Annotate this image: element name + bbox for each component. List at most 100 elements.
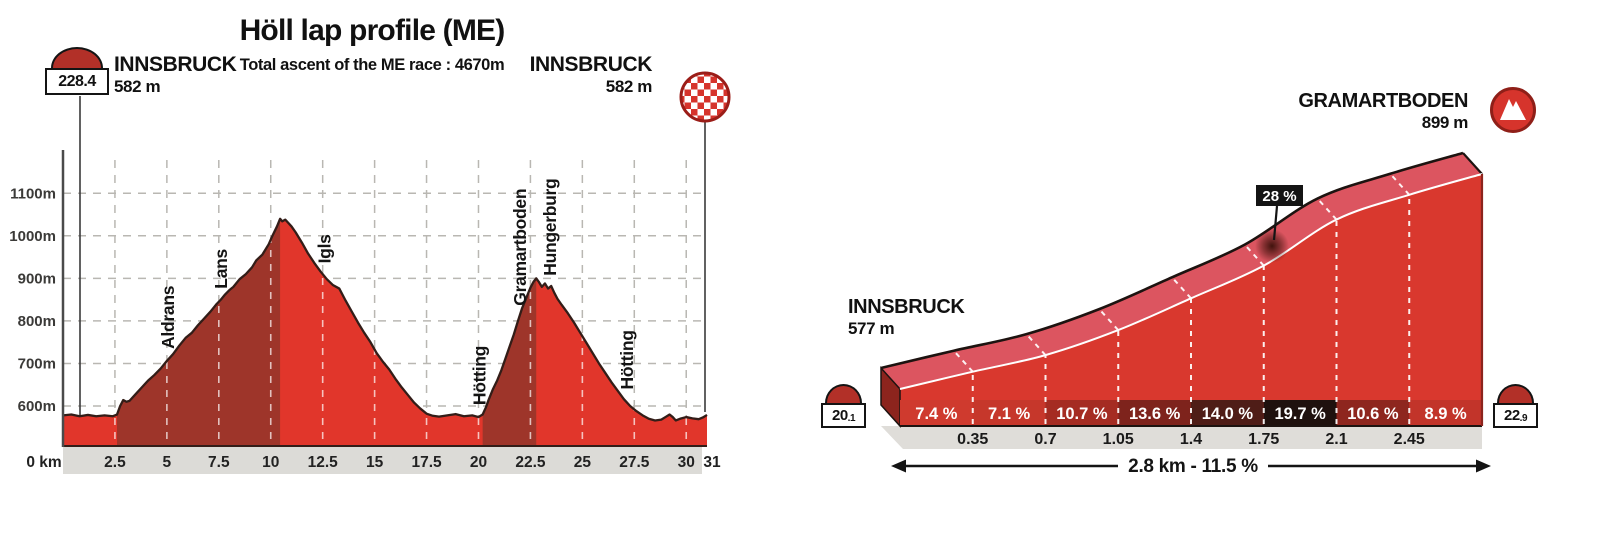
- arrow-head-left: [891, 459, 906, 473]
- segment-boundary-top-dash: [1316, 197, 1338, 221]
- segment-boundary-top-dash: [953, 350, 974, 373]
- gradient-cell: [1263, 400, 1337, 426]
- km-stone-dome-icon: [51, 47, 103, 68]
- x-axis-tick-label: 12.5: [308, 454, 339, 471]
- road-front-white-line: [899, 173, 1483, 390]
- gradient-cell-label: 7.1 %: [988, 405, 1031, 423]
- gradient-cell-label: 8.9 %: [1425, 405, 1468, 423]
- km-stone-value: 20.1: [821, 403, 866, 428]
- right-peak-elevation: 899 m: [1421, 113, 1469, 132]
- gradient-cell-label: 19.7 %: [1274, 405, 1326, 423]
- start-km-stone: 228.4: [45, 47, 109, 95]
- place-label: Gramartboden: [510, 189, 530, 306]
- right-start-km-stone: 20.1: [821, 384, 866, 428]
- distance-label: 0.35: [957, 431, 988, 448]
- km-stone-dome-icon: [1497, 384, 1534, 403]
- km-stone-number: 22: [1503, 407, 1520, 424]
- km-stone-decimal: .1: [847, 413, 856, 424]
- x-axis-tick-label: 5: [163, 454, 172, 471]
- right-end-km-stone: 22.9: [1493, 384, 1538, 428]
- place-label: Hötting: [469, 346, 489, 405]
- distance-label: 2.1: [1325, 431, 1347, 448]
- gradient-cell: [1045, 400, 1119, 426]
- left-chart-title: Höll lap profile (ME): [239, 14, 506, 47]
- gradient-cell: [972, 400, 1046, 426]
- x-axis-tick-label: 27.5: [619, 454, 650, 471]
- x-axis-tick-label: 20: [470, 454, 487, 471]
- total-distance-label: 2.8 km - 11.5 %: [1128, 456, 1258, 477]
- km-stone-value: 228.4: [45, 68, 109, 95]
- gradient-cell: [1409, 400, 1482, 426]
- right-start-name: INNSBRUCK: [848, 296, 965, 318]
- profile-outline: [62, 217, 708, 422]
- km-stone-number: 20: [831, 407, 848, 424]
- y-axis-tick-label: 1100m: [10, 185, 56, 202]
- place-label: Lans: [211, 248, 231, 288]
- climb-section: [482, 278, 537, 447]
- gradient-cell: [900, 400, 973, 426]
- gradient-cell-label: 7.4 %: [915, 405, 958, 423]
- distance-label: 2.45: [1394, 431, 1425, 448]
- gradient-cell-label: 10.6 %: [1347, 405, 1399, 423]
- arrow-head-right: [1476, 459, 1491, 473]
- distance-label: 1.4: [1180, 431, 1202, 448]
- x-axis-tick-label: 22.5: [515, 454, 546, 471]
- road-top-surface: [881, 153, 1482, 389]
- y-axis-tick-label: 900m: [18, 270, 56, 287]
- km-stone-value: 22.9: [1493, 403, 1538, 428]
- climb-section: [117, 218, 281, 447]
- gradient-cell-label: 10.7 %: [1056, 405, 1108, 423]
- x-axis-tick-label: 15: [366, 454, 384, 471]
- km-stone-decimal: .9: [1519, 413, 1528, 424]
- place-label: Aldrans: [158, 285, 178, 349]
- left-finish-name: INNSBRUCK: [529, 53, 653, 76]
- segment-boundary-top-dash: [1389, 173, 1410, 196]
- steepest-callout-label: 28 %: [1262, 188, 1296, 205]
- x-axis-tick-label: 30: [678, 454, 695, 471]
- callout-pointer-line: [1272, 205, 1279, 241]
- gradient-cell: [1191, 400, 1264, 426]
- left-start-name: INNSBRUCK: [114, 53, 237, 76]
- x-axis-tick-label: 7.5: [208, 454, 230, 471]
- gradient-cell: [1336, 400, 1410, 426]
- km-stone-number: 228.4: [58, 72, 96, 90]
- distance-label: 1.75: [1248, 431, 1279, 448]
- left-elevation-chart: 600m 700m 800m 900m 1000m 1100m 0 km 2.5 5 7.5 10 1…: [9, 96, 721, 474]
- y-axis-tick-label: 700m: [18, 355, 56, 372]
- gradient-cell-label: 13.6 %: [1129, 405, 1181, 423]
- x-axis-tick-label: 10: [262, 454, 279, 471]
- left-chart-subtitle: Total ascent of the ME race : 4670m: [239, 56, 505, 74]
- segment-boundary-top-dash: [1171, 276, 1192, 299]
- y-axis-tick-label: 800m: [18, 313, 56, 330]
- steepest-point-smudge: [1255, 229, 1289, 263]
- mountain-icon: [1490, 87, 1536, 133]
- road-top-right-edge: [1462, 152, 1483, 175]
- place-label: Hungerburg: [540, 179, 560, 276]
- distance-label: 1.05: [1103, 431, 1134, 448]
- left-start-elevation: 582 m: [114, 77, 161, 96]
- finish-checkered-icon: [679, 71, 731, 123]
- segment-boundary-top-dash: [1098, 308, 1119, 331]
- x-axis-tick-label: 2.5: [104, 454, 126, 471]
- left-finish-elevation: 582 m: [605, 77, 653, 96]
- x-axis-zero-label: 0 km: [26, 454, 61, 471]
- right-climb-chart: 7.4 % 7.1 % 10.7 % 13.6 % 14.0 % 19.7 % 10.6 %…: [880, 151, 1491, 477]
- segment-boundary-top-dash: [1244, 243, 1265, 267]
- x-axis-strip: [63, 447, 702, 474]
- segment-boundary-top-dash: [1025, 333, 1047, 356]
- gradient-cell: [1118, 400, 1191, 426]
- steepest-callout-box: [1256, 185, 1303, 206]
- y-axis-tick-label: 1000m: [9, 228, 56, 245]
- road-back-outline: [880, 151, 1464, 370]
- place-label: Hötting: [617, 330, 637, 389]
- x-axis-tick-label: 25: [574, 454, 592, 471]
- x-axis-tick-label: 17.5: [411, 454, 442, 471]
- right-start-elevation: 577 m: [848, 319, 895, 338]
- base-plinth: [881, 426, 1482, 449]
- gradient-cell-label: 14.0 %: [1202, 405, 1254, 423]
- place-label: Igls: [315, 234, 335, 264]
- right-peak-name: GRAMARTBODEN: [1298, 90, 1468, 112]
- y-axis-tick-label: 600m: [18, 398, 56, 415]
